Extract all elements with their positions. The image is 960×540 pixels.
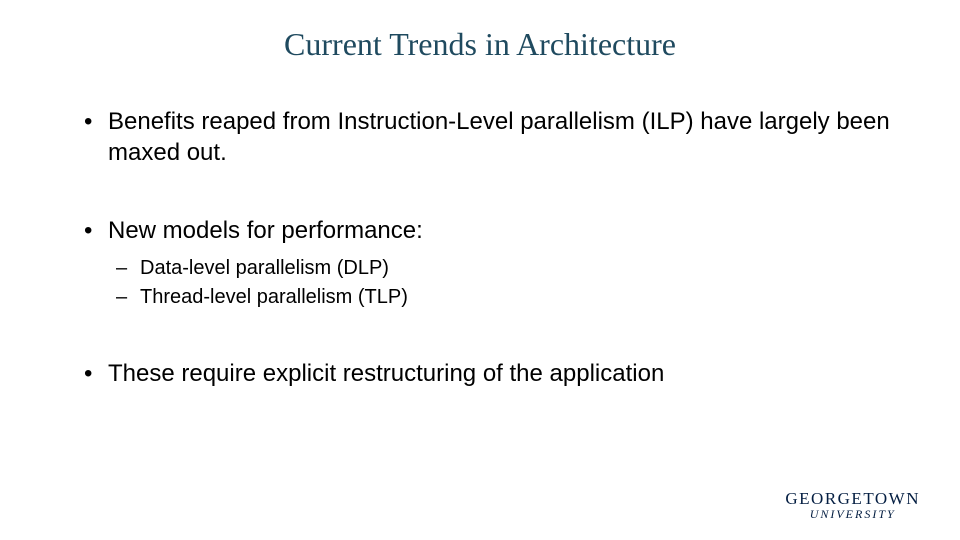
sub-bullet-text: Thread-level parallelism (TLP) [140, 286, 408, 308]
bullet-item-2: New models for performance: Data-level p… [80, 216, 900, 311]
bullet-text: New models for performance: [108, 217, 423, 244]
bullet-item-3: These require explicit restructuring of … [80, 359, 900, 390]
bullet-list: Benefits reaped from Instruction-Level p… [80, 107, 900, 390]
sub-bullet-item-1: Data-level parallelism (DLP) [108, 255, 900, 282]
sub-bullet-item-2: Thread-level parallelism (TLP) [108, 284, 900, 311]
georgetown-logo: GEORGETOWN UNIVERSITY [785, 489, 920, 522]
slide-content: Benefits reaped from Instruction-Level p… [60, 107, 900, 390]
sub-bullet-text: Data-level parallelism (DLP) [140, 257, 389, 279]
logo-main-text: GEORGETOWN [785, 489, 920, 509]
bullet-text: Benefits reaped from Instruction-Level p… [108, 108, 890, 166]
slide-container: Current Trends in Architecture Benefits … [0, 0, 960, 540]
bullet-item-1: Benefits reaped from Instruction-Level p… [80, 107, 900, 168]
sub-bullet-list: Data-level parallelism (DLP) Thread-leve… [108, 255, 900, 311]
bullet-text: These require explicit restructuring of … [108, 360, 664, 387]
logo-sub-text: UNIVERSITY [785, 507, 920, 522]
slide-title: Current Trends in Architecture [60, 26, 900, 63]
